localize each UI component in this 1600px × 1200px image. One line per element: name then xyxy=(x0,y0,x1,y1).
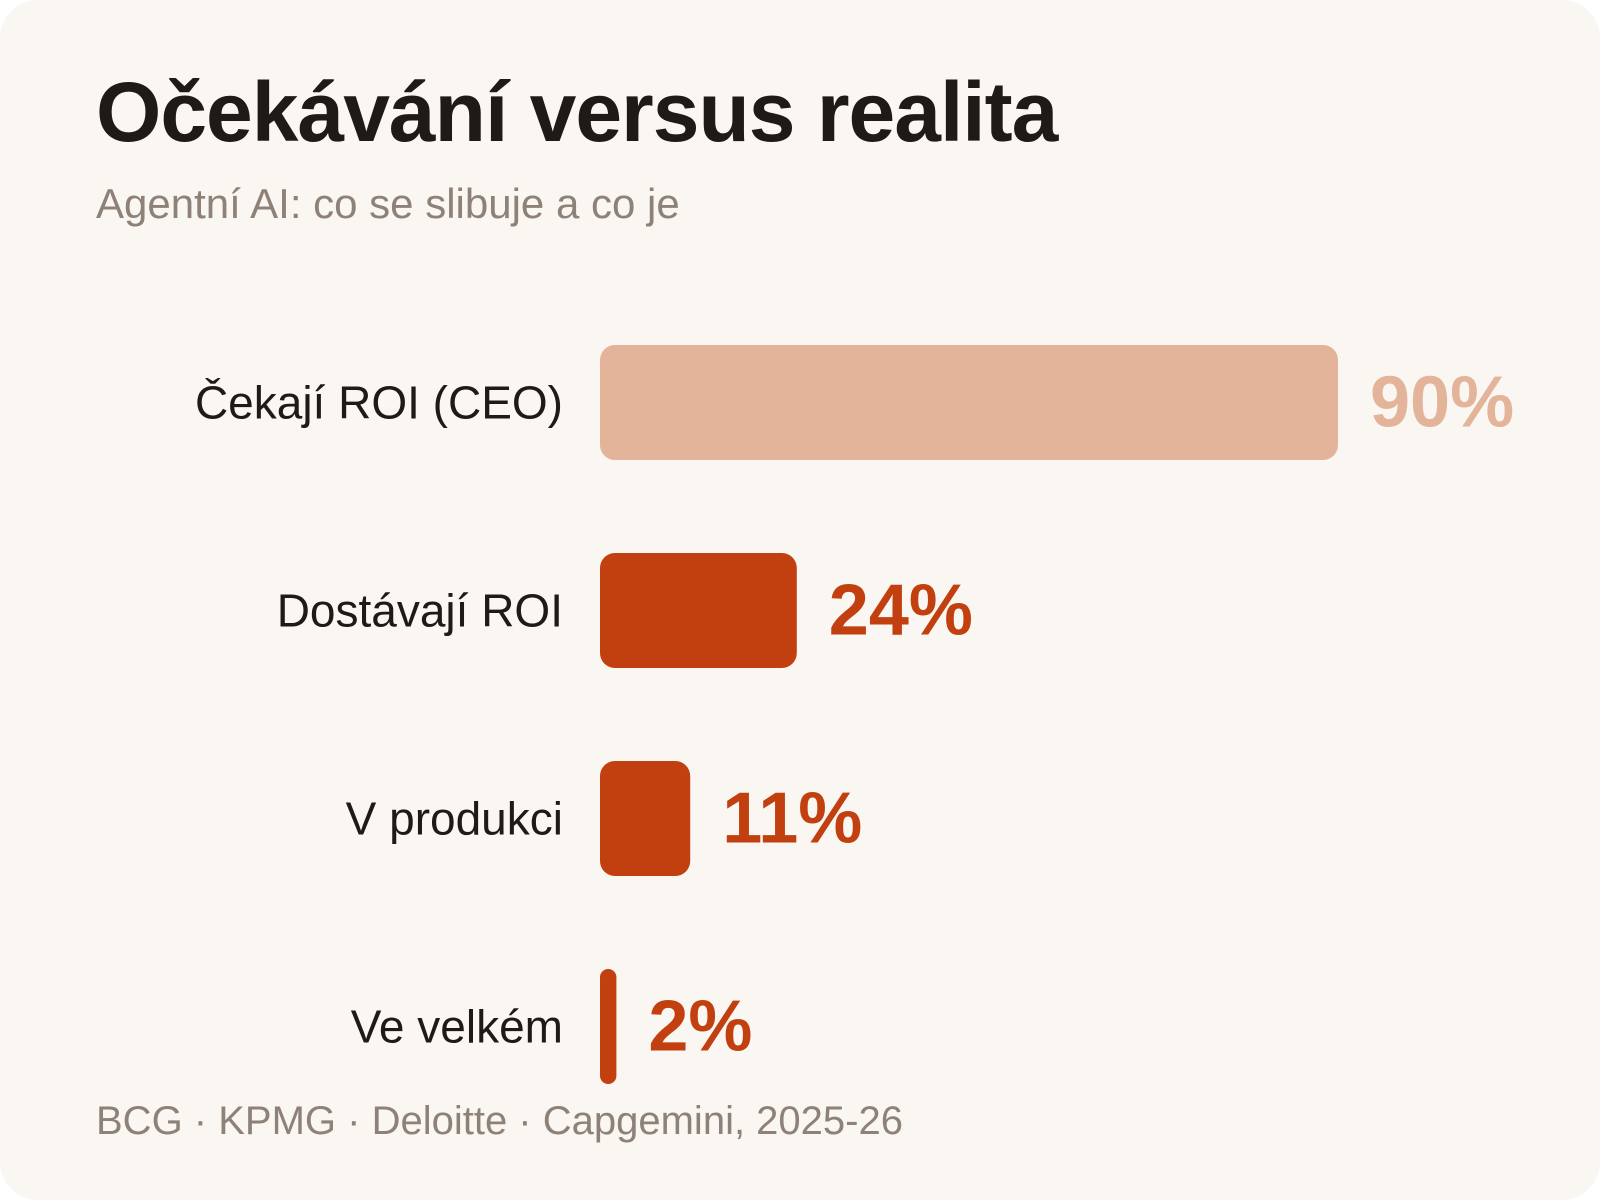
category-label: Ve velkém xyxy=(351,1001,563,1053)
bar xyxy=(600,761,691,876)
source-note: BCG · KPMG · Deloitte · Capgemini, 2025-… xyxy=(96,1099,903,1143)
category-label: V produkci xyxy=(346,793,563,845)
value-label: 11% xyxy=(722,779,862,859)
chart-title: Očekávání versus realita xyxy=(96,65,1058,159)
bar xyxy=(600,345,1338,460)
value-label: 2% xyxy=(648,987,752,1067)
value-label: 90% xyxy=(1370,363,1514,443)
bar xyxy=(600,969,617,1084)
bar xyxy=(600,553,797,668)
category-label: Dostávají ROI xyxy=(277,585,563,637)
chart-subtitle: Agentní AI: co se slibuje a co je xyxy=(96,180,680,227)
category-label: Čekají ROI (CEO) xyxy=(195,377,563,429)
value-label: 24% xyxy=(829,571,973,651)
